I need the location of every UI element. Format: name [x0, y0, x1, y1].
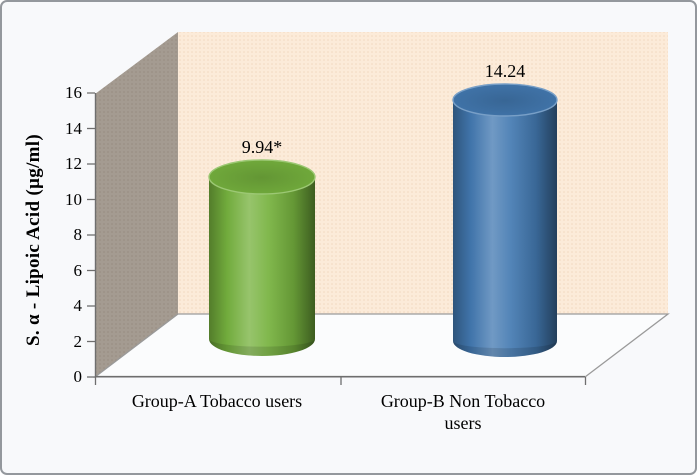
- cylinder-top-face: [452, 83, 558, 117]
- category-label: Group-A Tobacco users: [131, 391, 303, 411]
- cylinder-top-face: [208, 159, 316, 195]
- cylinder-body: [453, 100, 557, 357]
- category-label: Group-B Non Tobacco users: [380, 391, 546, 433]
- y-tick-label: 10: [65, 189, 82, 209]
- data-label: 9.94*: [241, 137, 283, 157]
- cylinder-bar: [452, 83, 558, 357]
- side-wall: [95, 32, 178, 377]
- y-tick-label: 12: [65, 154, 82, 173]
- cylinder-bar: [208, 159, 316, 356]
- cylinder-bottom-shade: [453, 341, 557, 357]
- y-tick-label: 14: [65, 118, 82, 138]
- y-tick-label: 6: [73, 260, 83, 280]
- cylinder-bars: [208, 83, 558, 357]
- y-tick-label: 8: [73, 225, 83, 244]
- y-tick-label: 4: [73, 296, 83, 315]
- y-tick-label: 2: [73, 331, 83, 351]
- data-label: 14.24: [484, 61, 526, 81]
- cylinder-bottom-shade: [209, 339, 315, 356]
- x-axis-ticks: [94, 377, 587, 385]
- y-axis-ticks: [87, 92, 95, 378]
- cylinder-body: [209, 177, 315, 356]
- y-tick-label: 0: [73, 367, 83, 386]
- y-tick-label: 16: [65, 83, 82, 102]
